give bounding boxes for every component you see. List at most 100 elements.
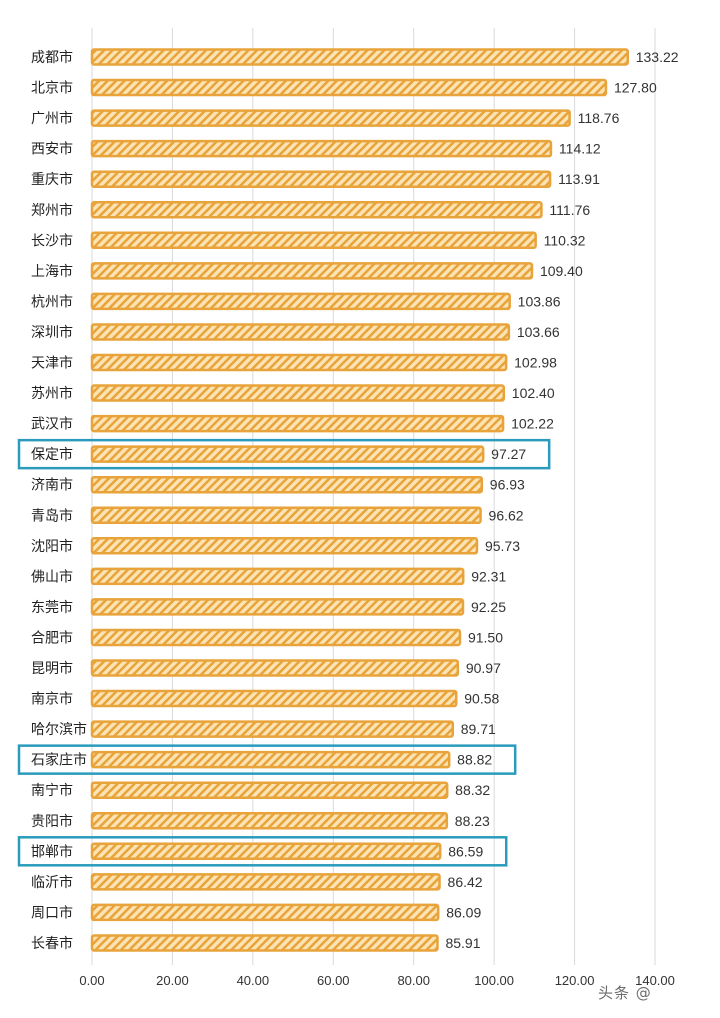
bar bbox=[90, 842, 442, 861]
category-label: 郑州市 bbox=[31, 202, 73, 219]
value-label: 89.71 bbox=[461, 721, 496, 737]
category-label: 成都市 bbox=[31, 49, 73, 66]
category-label: 青岛市 bbox=[31, 507, 73, 524]
value-label: 102.22 bbox=[511, 416, 554, 432]
bar bbox=[90, 812, 449, 830]
value-label: 102.98 bbox=[514, 355, 557, 371]
value-label: 86.59 bbox=[448, 843, 483, 859]
category-label: 哈尔滨市 bbox=[31, 721, 87, 738]
category-label: 深圳市 bbox=[31, 324, 73, 341]
value-label: 95.73 bbox=[485, 538, 520, 554]
bar bbox=[90, 720, 455, 738]
value-label: 96.62 bbox=[489, 507, 524, 523]
bar bbox=[90, 78, 608, 97]
bar bbox=[90, 750, 451, 769]
x-tick-label: 20.00 bbox=[156, 973, 189, 988]
category-label: 上海市 bbox=[31, 263, 73, 280]
value-label: 90.97 bbox=[466, 660, 501, 676]
category-label: 武汉市 bbox=[31, 416, 73, 433]
bar bbox=[90, 506, 482, 524]
value-label: 133.22 bbox=[636, 49, 679, 65]
bar bbox=[90, 292, 511, 311]
highlight-box bbox=[17, 744, 517, 775]
bar bbox=[90, 475, 484, 494]
category-label: 沈阳市 bbox=[31, 538, 73, 555]
bar bbox=[90, 414, 505, 433]
x-tick-label: 40.00 bbox=[237, 973, 270, 988]
value-label: 110.32 bbox=[544, 232, 586, 248]
value-label: 86.09 bbox=[446, 904, 481, 920]
category-label: 邯郸市 bbox=[31, 843, 73, 860]
bar bbox=[90, 323, 511, 341]
value-label: 92.25 bbox=[471, 599, 506, 615]
bar bbox=[90, 659, 460, 677]
category-label: 昆明市 bbox=[31, 660, 73, 677]
category-label: 重庆市 bbox=[31, 171, 73, 188]
x-tick-label: 140.00 bbox=[635, 973, 675, 988]
value-label: 127.80 bbox=[614, 80, 657, 96]
category-label: 北京市 bbox=[31, 80, 73, 97]
bar bbox=[90, 353, 508, 372]
bar bbox=[90, 201, 543, 219]
value-label: 118.76 bbox=[578, 110, 620, 126]
bar bbox=[90, 567, 465, 586]
category-label: 佛山市 bbox=[31, 568, 73, 585]
value-label: 97.27 bbox=[491, 446, 526, 462]
category-label: 合肥市 bbox=[31, 629, 73, 646]
bar bbox=[90, 139, 553, 158]
category-label: 西安市 bbox=[31, 141, 73, 158]
bar bbox=[90, 598, 465, 616]
bar bbox=[90, 170, 552, 188]
category-label: 贵阳市 bbox=[31, 813, 73, 830]
value-label: 103.86 bbox=[518, 293, 561, 309]
category-label: 长春市 bbox=[31, 935, 73, 952]
category-label: 石家庄市 bbox=[31, 752, 87, 769]
value-label: 96.93 bbox=[490, 477, 525, 493]
x-tick-label: 0.00 bbox=[79, 973, 104, 988]
value-label: 102.40 bbox=[512, 385, 555, 401]
category-label: 苏州市 bbox=[31, 385, 73, 402]
x-tick-label: 120.00 bbox=[555, 973, 595, 988]
value-label: 111.76 bbox=[549, 202, 590, 218]
bar bbox=[90, 689, 458, 708]
category-label: 长沙市 bbox=[31, 232, 73, 249]
bar bbox=[90, 262, 534, 280]
category-label: 天津市 bbox=[31, 355, 73, 372]
value-label: 113.91 bbox=[558, 171, 600, 187]
bar bbox=[90, 384, 506, 402]
category-label: 临沂市 bbox=[31, 874, 73, 891]
category-label: 杭州市 bbox=[31, 293, 73, 310]
bar bbox=[90, 934, 439, 952]
highlight-box bbox=[17, 438, 551, 470]
value-label: 91.50 bbox=[468, 629, 503, 645]
bar bbox=[90, 903, 440, 922]
value-label: 92.31 bbox=[471, 568, 506, 584]
bar bbox=[90, 48, 629, 66]
value-label: 109.40 bbox=[540, 263, 583, 279]
bar bbox=[90, 445, 485, 463]
value-label: 103.66 bbox=[517, 324, 560, 340]
value-label: 90.58 bbox=[464, 691, 499, 707]
bar bbox=[90, 781, 449, 799]
bar bbox=[90, 537, 479, 555]
bar bbox=[90, 109, 571, 127]
bar bbox=[90, 231, 537, 250]
value-label: 86.42 bbox=[448, 874, 483, 890]
category-label: 南宁市 bbox=[31, 782, 73, 799]
value-label: 114.12 bbox=[559, 141, 601, 157]
bar bbox=[90, 628, 462, 647]
bar bbox=[90, 873, 441, 891]
value-label: 88.32 bbox=[455, 782, 490, 798]
x-tick-label: 80.00 bbox=[397, 973, 430, 988]
x-tick-label: 100.00 bbox=[474, 973, 514, 988]
category-label: 南京市 bbox=[31, 691, 73, 708]
category-label: 济南市 bbox=[31, 477, 73, 494]
value-label: 85.91 bbox=[445, 935, 480, 951]
category-label: 东莞市 bbox=[31, 599, 73, 616]
category-label: 广州市 bbox=[31, 110, 73, 127]
value-label: 88.82 bbox=[457, 752, 492, 768]
value-label: 88.23 bbox=[455, 813, 490, 829]
highlight-box bbox=[17, 836, 508, 867]
